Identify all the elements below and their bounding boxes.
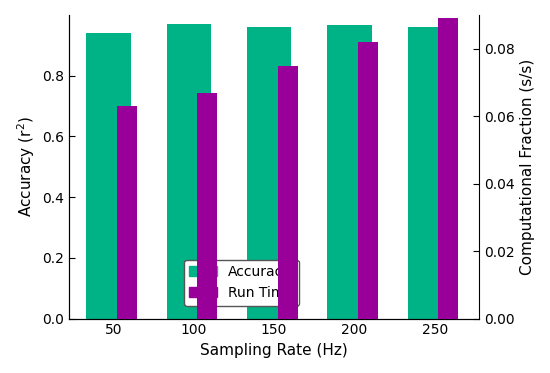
Bar xyxy=(358,42,378,319)
Bar xyxy=(197,93,217,319)
Y-axis label: Computational Fraction (s/s): Computational Fraction (s/s) xyxy=(520,59,535,275)
Bar xyxy=(247,27,292,319)
Bar xyxy=(86,33,130,319)
Bar xyxy=(117,106,137,319)
Legend: Accuracy, Run Time: Accuracy, Run Time xyxy=(184,260,299,305)
Bar xyxy=(278,66,298,319)
Bar xyxy=(327,25,372,319)
Bar xyxy=(408,26,452,319)
Y-axis label: Accuracy (r$^2$): Accuracy (r$^2$) xyxy=(15,116,37,217)
Bar xyxy=(167,24,211,319)
Bar xyxy=(438,18,458,319)
X-axis label: Sampling Rate (Hz): Sampling Rate (Hz) xyxy=(200,343,348,358)
